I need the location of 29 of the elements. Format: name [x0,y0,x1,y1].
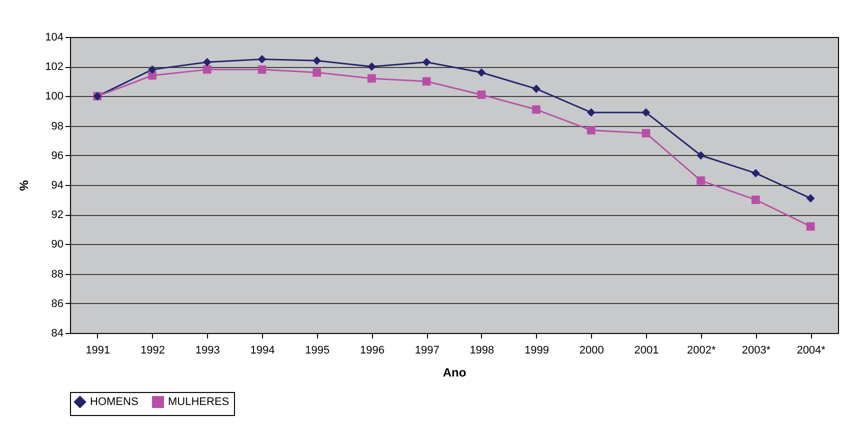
x-tick-label: 2003* [742,344,772,356]
y-tick-label: 94 [51,180,64,192]
x-tick-label: 2001 [634,344,659,356]
y-tick-label: 90 [51,238,64,251]
x-tick-label: 1999 [524,344,550,356]
x-tick-label: 1998 [470,344,494,356]
y-tick-label: 96 [51,150,64,162]
legend-label: MULHERES [168,396,230,408]
y-tick-label: 92 [51,209,64,222]
legend-label: HOMENS [90,396,138,408]
y-tick-label: 100 [45,90,64,103]
x-tick-label: 1993 [195,344,220,356]
x-tick-label: 1992 [140,344,166,356]
x-tick-label: 1996 [360,344,384,356]
x-tick-label: 1991 [86,344,110,356]
y-tick-label: 86 [51,298,64,310]
x-tick-label: 1994 [250,344,275,356]
y-axis-title: % [17,180,32,191]
y-tick-label: 102 [45,61,64,74]
y-tick-label: 98 [51,120,64,132]
y-tick-label: 84 [51,328,64,340]
y-tick-label: 104 [45,32,64,44]
y-tick-label: 88 [51,268,64,280]
x-tick-label: 2002* [686,344,716,356]
x-tick-label: 1995 [305,344,330,356]
x-tick-label: 2004* [796,344,826,356]
x-axis-title: Ano [442,366,466,380]
x-tick-label: 1997 [414,344,440,356]
x-tick-label: 2000 [579,344,604,356]
